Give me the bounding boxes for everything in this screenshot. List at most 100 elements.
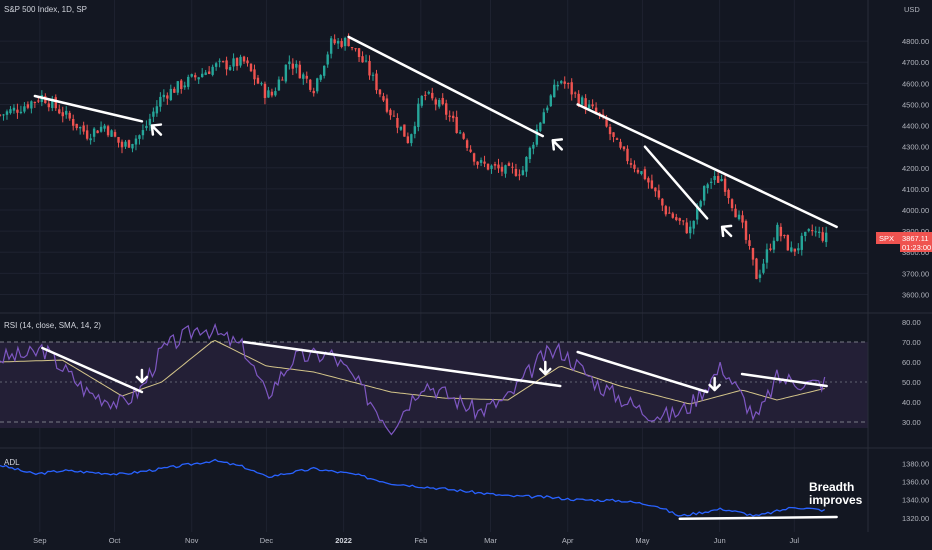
candle-body (612, 132, 615, 137)
candle-body (392, 115, 396, 117)
candle-body (23, 106, 26, 112)
candle-body (85, 130, 89, 139)
candle-body (302, 74, 305, 79)
candle-body (779, 226, 783, 237)
price-tick-label: 3600.00 (902, 290, 929, 299)
candle-body (406, 136, 410, 144)
candle-body (309, 79, 312, 90)
candle-body (138, 135, 141, 139)
breadth-note-line2: improves (809, 493, 863, 507)
candle-body (141, 130, 145, 136)
candle-body (479, 160, 483, 163)
price-tick-label: 4700.00 (902, 58, 929, 67)
candle-body (490, 165, 493, 169)
candle-body (821, 232, 824, 241)
candle-body (82, 125, 85, 132)
adl-tick-label: 1340.00 (902, 496, 929, 505)
adl-line (0, 458, 826, 517)
arrow-marker (720, 224, 733, 238)
candle-body (500, 166, 504, 172)
rsi-tick-label: 70.00 (902, 338, 921, 347)
candle-body (155, 106, 159, 114)
candle-body (343, 37, 347, 47)
candle-body (734, 208, 737, 218)
candle-body (751, 247, 755, 260)
time-axis[interactable]: Sep Oct Nov Dec 2022 Feb Mar Apr May Jun Jul (33, 536, 799, 545)
price-trendline (643, 145, 709, 220)
candle-body (647, 178, 650, 183)
candle-body (814, 231, 817, 233)
candle-body (396, 117, 399, 128)
candle-body (458, 132, 462, 134)
candle-body (228, 67, 232, 70)
candle-body (720, 178, 723, 182)
candle-body (706, 184, 709, 189)
candle-body (804, 231, 807, 236)
candle-body (587, 104, 591, 109)
adl-axis[interactable]: 1380.00 1360.00 1340.00 1320.00 (902, 459, 929, 523)
adl-title: ADL (4, 458, 20, 467)
candle-body (542, 112, 546, 124)
price-badge[interactable]: SPX 3867.11 01:23:00 (876, 232, 932, 252)
price-axis[interactable]: 4800.00 4700.00 4600.00 4500.00 4400.00 4300.… (902, 37, 929, 299)
candle-body (316, 78, 319, 92)
rsi-axis[interactable]: 80.00 70.00 60.00 50.00 40.00 30.00 (902, 318, 921, 427)
candle-body (169, 88, 173, 101)
candle-body (246, 60, 249, 64)
candle-body (340, 40, 343, 47)
candle-body (657, 190, 661, 198)
candle-body (744, 221, 748, 240)
candle-body (65, 110, 68, 115)
candle-body (772, 240, 776, 250)
candle-body (762, 263, 765, 273)
candle-body (16, 109, 19, 113)
candle-body (33, 101, 37, 103)
candle-body (417, 103, 420, 127)
candle-body (783, 234, 786, 236)
time-tick-label: Jun (714, 536, 726, 545)
grid-lines (0, 0, 868, 532)
rsi-trendline (41, 346, 144, 394)
arrow-marker (708, 376, 721, 392)
adl-trendline (678, 515, 838, 521)
candle-body (180, 80, 183, 90)
candle-body (824, 232, 828, 243)
candle-body (326, 54, 329, 65)
candle-body (9, 109, 12, 114)
candle-body (682, 220, 685, 222)
candle-body (194, 75, 197, 78)
time-tick-label: 2022 (335, 536, 352, 545)
candle-body (232, 58, 235, 67)
candle-body (410, 134, 413, 144)
rsi-trendline (740, 372, 828, 388)
candle-body (124, 141, 127, 147)
candle-body (0, 114, 2, 116)
candle-body (486, 163, 490, 170)
candle-body (532, 144, 535, 149)
candle-body (786, 235, 790, 251)
candle-body (441, 97, 444, 105)
time-tick-label: Nov (185, 536, 199, 545)
price-tick-label: 4400.00 (902, 122, 929, 131)
candle-body (263, 83, 267, 99)
candle-body (420, 95, 424, 106)
candle-body (225, 60, 228, 70)
candle-body (608, 126, 612, 135)
candle-body (350, 47, 354, 49)
price-candles (0, 33, 828, 283)
candle-body (723, 178, 727, 192)
candle-body (563, 81, 566, 84)
candle-body (218, 60, 221, 62)
candle-body (465, 140, 469, 148)
candle-body (629, 163, 633, 165)
candle-body (664, 206, 668, 215)
candle-body (176, 81, 179, 93)
candle-body (668, 212, 671, 214)
arrow-marker (150, 123, 163, 136)
candle-body (134, 138, 138, 145)
time-tick-label: Mar (484, 536, 497, 545)
rsi-tick-label: 60.00 (902, 358, 921, 367)
candle-body (361, 56, 364, 63)
candle-body (58, 109, 61, 114)
candle-body (560, 81, 563, 84)
